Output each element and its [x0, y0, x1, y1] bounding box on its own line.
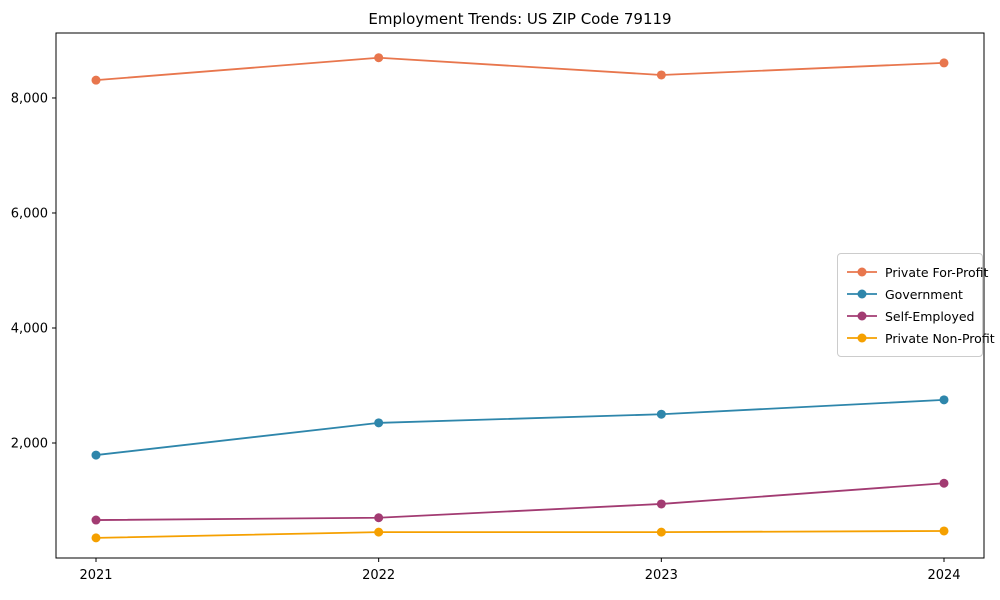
- data-point: [91, 75, 101, 85]
- legend-label: Private Non-Profit: [885, 330, 995, 346]
- chart-title: Employment Trends: US ZIP Code 79119: [368, 10, 672, 28]
- legend-line-marker-icon: [847, 289, 877, 299]
- data-point: [939, 395, 949, 405]
- legend-label: Government: [885, 286, 963, 302]
- legend-line-marker-icon: [847, 311, 877, 321]
- legend-line-marker-icon: [847, 267, 877, 277]
- data-point: [939, 526, 949, 536]
- legend-line-marker-icon: [847, 333, 877, 343]
- data-point: [374, 527, 384, 537]
- data-point: [91, 450, 101, 460]
- legend-item: Self-Employed: [846, 305, 975, 327]
- legend: Private For-Profit Government Self-Employe…: [837, 253, 995, 357]
- y-tick-label: 2,000: [11, 436, 48, 451]
- y-tick-label: 4,000: [11, 321, 48, 336]
- legend-label: Private For-Profit: [885, 264, 989, 280]
- data-point: [939, 58, 949, 68]
- y-tick-label: 8,000: [11, 91, 48, 106]
- y-tick-label: 6,000: [11, 206, 48, 221]
- data-point: [939, 478, 949, 488]
- plot-border: [55, 32, 985, 559]
- data-point: [374, 418, 384, 428]
- x-tick-label: 2022: [362, 568, 395, 583]
- legend-item: Private For-Profit: [846, 261, 988, 283]
- data-point: [374, 53, 384, 63]
- x-tick-label: 2023: [645, 568, 678, 583]
- legend-item: Private Non-Profit: [846, 327, 995, 349]
- series-line: [95, 530, 945, 539]
- data-point: [656, 499, 666, 509]
- data-point: [656, 409, 666, 419]
- data-point: [374, 513, 384, 523]
- data-point: [656, 527, 666, 537]
- data-point: [91, 533, 101, 543]
- series-line: [95, 482, 945, 521]
- data-point: [91, 515, 101, 525]
- x-tick-label: 2024: [927, 568, 960, 583]
- data-point: [656, 70, 666, 80]
- legend-label: Self-Employed: [885, 308, 975, 324]
- legend-item: Government: [846, 283, 973, 305]
- series-line: [95, 398, 945, 456]
- series-line: [95, 56, 945, 82]
- x-tick-label: 2021: [79, 568, 112, 583]
